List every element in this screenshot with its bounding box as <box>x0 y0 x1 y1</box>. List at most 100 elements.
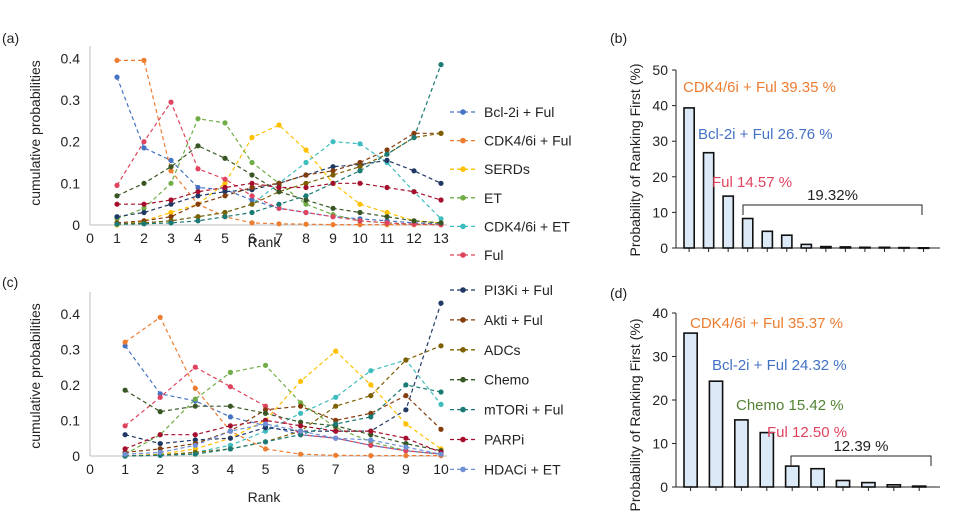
series-point <box>333 394 339 400</box>
series-point <box>262 425 269 431</box>
y-tick-label: 0 <box>660 479 668 495</box>
legend-entry-label: Bcl-2i + Ful <box>484 104 554 120</box>
series-point <box>357 168 363 174</box>
legend-swatch-point <box>460 406 466 413</box>
series-point <box>333 435 339 441</box>
x-tick-label: 4 <box>227 461 235 477</box>
legend-entry-label: CDK4/6i + ET <box>484 218 570 234</box>
series-point <box>438 130 444 136</box>
series-point <box>303 159 309 166</box>
legend-swatch-point <box>460 137 466 144</box>
legend-entry-label: PARPi <box>484 432 524 448</box>
y-tick-label: 0.2 <box>61 134 81 150</box>
panel-c-ylabel: cumulative probabilities <box>27 303 43 449</box>
bar <box>835 479 851 488</box>
series-point <box>403 435 409 441</box>
series-point <box>222 189 228 195</box>
series-point <box>141 201 147 207</box>
series-point <box>192 364 198 370</box>
series-point <box>333 452 339 458</box>
series-point <box>330 205 336 211</box>
legend-swatch-point <box>460 287 466 293</box>
y-tick-label: 30 <box>652 349 668 365</box>
bar-annotation: Ful 14.57 % <box>712 174 792 191</box>
series-point <box>249 180 255 186</box>
series-point <box>227 428 233 434</box>
series-point <box>192 385 198 391</box>
series-point <box>411 134 417 141</box>
series-point <box>276 201 282 207</box>
series-point <box>276 189 282 195</box>
series-point <box>384 220 390 226</box>
bar-y-title: Probability of Ranking First (%) <box>627 319 643 512</box>
series-point <box>227 403 233 409</box>
y-tick-label: 0 <box>660 240 668 256</box>
panel-c-xlabel: Rank <box>248 489 282 505</box>
legend-swatch-point <box>460 347 466 353</box>
series-point <box>403 393 409 399</box>
bar <box>708 380 724 488</box>
series-point <box>249 201 255 207</box>
bar <box>683 332 698 488</box>
series-point <box>357 201 363 207</box>
legend-entry-label: Akti + Ful <box>484 312 543 328</box>
bracket-label: 19.32% <box>807 187 858 204</box>
x-tick-label: 11 <box>380 230 395 246</box>
series-point <box>276 184 282 191</box>
y-tick-label: 50 <box>652 62 668 78</box>
series-point <box>438 401 444 407</box>
bar <box>702 151 715 249</box>
series-point <box>384 151 390 157</box>
bar-annotation: Ful 12.50 % <box>767 424 847 441</box>
series-point <box>357 222 363 228</box>
series-point <box>227 414 233 420</box>
x-tick-label: 1 <box>113 230 121 246</box>
panel-a-line-chart: (a) cumulative probabilities Rank 0 0.1 0.… <box>2 30 449 250</box>
series-point <box>333 428 339 434</box>
bar-annotation: CDK4/6i + Ful 35.37 % <box>690 315 843 332</box>
bar <box>878 246 891 249</box>
series-point <box>330 168 336 174</box>
series-point <box>157 314 163 320</box>
series-point <box>368 414 374 420</box>
series-point <box>276 221 282 227</box>
series-point <box>195 214 201 220</box>
x-tick-label: 6 <box>248 230 256 246</box>
series-point <box>122 423 128 429</box>
legend-entry-label: ET <box>484 190 502 206</box>
series-point <box>249 197 255 203</box>
series-point <box>403 357 409 363</box>
series-point <box>303 180 309 186</box>
bar <box>800 243 813 249</box>
y-tick-label: 20 <box>652 169 668 185</box>
bar <box>810 467 825 488</box>
series-point <box>249 159 255 166</box>
series-point <box>141 57 147 64</box>
x-tick-label: 13 <box>433 230 449 246</box>
series-point <box>438 389 444 395</box>
series-point <box>114 221 120 227</box>
series-point <box>114 182 120 188</box>
series-point <box>403 382 409 388</box>
series-point <box>168 201 174 207</box>
series-point <box>195 193 201 199</box>
x-tick-label: 0 <box>86 461 94 477</box>
series-point <box>438 426 444 432</box>
series-point <box>157 394 163 400</box>
series-point <box>262 403 269 409</box>
bar <box>759 431 775 488</box>
series-point <box>192 451 198 457</box>
series-point <box>195 201 201 207</box>
panel-a-legend: Bcl-2i + Ful CDK4/6i + Ful SERDs ET CDK4/6i … <box>450 104 572 263</box>
series-point <box>298 419 304 425</box>
x-tick-label: 7 <box>332 461 340 477</box>
series-point <box>195 184 201 191</box>
series-point <box>141 145 147 151</box>
bar <box>722 195 735 249</box>
x-tick-label: 7 <box>275 230 283 246</box>
series-point <box>168 99 174 105</box>
bar-annotation: Bcl-2i + Ful 24.32 % <box>712 357 847 374</box>
series-point <box>368 428 374 434</box>
bracket-label: 12.39 % <box>833 438 888 455</box>
